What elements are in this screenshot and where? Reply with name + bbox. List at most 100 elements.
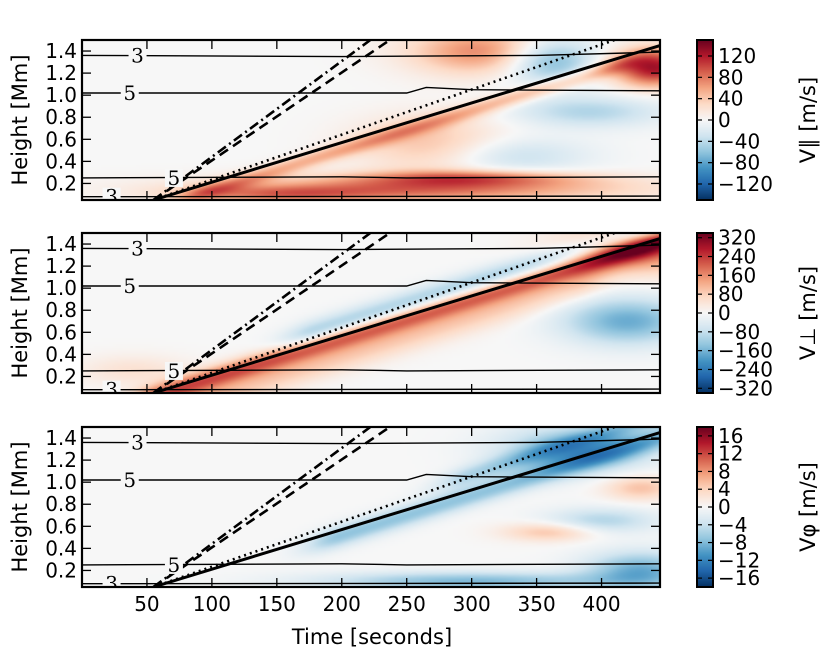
y-tick-label: 0.8 xyxy=(45,298,77,322)
contour-label: 3 xyxy=(105,185,118,209)
colorbar-tick-label: −16 xyxy=(718,566,760,590)
x-tick-label: 400 xyxy=(582,592,620,616)
dashdot-line xyxy=(152,427,372,587)
colorbar-tick-label: −12 xyxy=(718,548,760,572)
contour-label-bg xyxy=(128,46,147,65)
dashdot-line xyxy=(152,233,372,393)
colorbar-tick-label: 120 xyxy=(718,44,756,68)
colorbar-tick-label: 0 xyxy=(718,301,731,325)
colorbar-tick-label: −80 xyxy=(718,320,760,344)
colorbar-tick-label: 12 xyxy=(718,442,743,466)
colorbar-tick-label: −4 xyxy=(718,513,747,537)
colorbar-tick-label: −240 xyxy=(718,357,773,381)
y-tick-label: 0.4 xyxy=(45,149,77,173)
panel-frame xyxy=(80,38,662,202)
colorbar-tick-label: 80 xyxy=(718,65,743,89)
colorbar-tick-label: 320 xyxy=(718,226,756,250)
y-axis-title: Height [Mm] xyxy=(8,247,32,378)
contour-label: 3 xyxy=(131,430,144,454)
contour-label-bg xyxy=(102,574,121,587)
dashdot-line xyxy=(152,40,372,200)
contour-line xyxy=(82,388,660,391)
contour-label: 3 xyxy=(131,236,144,260)
contour-label-bg xyxy=(128,239,147,258)
contour-line xyxy=(82,369,660,372)
panel-2: 3 5 5 3 0.20.40.60.81.01.21.4 Height [Mm] xyxy=(8,231,662,402)
y-tick-label: 1.4 xyxy=(45,39,77,63)
y-tick-label: 0.2 xyxy=(45,558,77,582)
y-tick-label: 0.6 xyxy=(45,514,77,538)
panel-frame xyxy=(80,425,662,589)
colorbar-tick-label: −40 xyxy=(718,129,760,153)
contour-label: 5 xyxy=(168,359,181,383)
y-tick-label: 0.8 xyxy=(45,105,77,129)
contour-line xyxy=(82,563,660,566)
contour-line xyxy=(82,176,660,179)
contour-label: 3 xyxy=(105,572,118,596)
y-tick-label: 1.4 xyxy=(45,232,77,256)
colorbar-tick-label: −80 xyxy=(718,151,760,175)
contour-label-bg xyxy=(102,380,121,393)
x-tick-label: 200 xyxy=(323,592,361,616)
y-tick-label: 1.0 xyxy=(45,276,77,300)
contour-label: 5 xyxy=(123,81,136,105)
contour-label-bg xyxy=(120,470,139,489)
contour-line xyxy=(82,244,660,251)
colorbar-gradient xyxy=(697,427,713,587)
colorbar-label: V⊥ [m/s] xyxy=(796,266,820,360)
panel-frame xyxy=(80,231,662,395)
y-tick-label: 0.4 xyxy=(45,536,77,560)
y-tick-label: 1.2 xyxy=(45,448,77,472)
colorbar-gradient xyxy=(697,40,713,200)
y-axis-title: Height [Mm] xyxy=(8,54,32,185)
y-tick-label: 1.0 xyxy=(45,470,77,494)
panel-3: 3 5 5 3 0.20.40.60.81.01.21.4 Height [Mm] xyxy=(8,425,662,596)
contour-label-bg xyxy=(120,276,139,295)
fast-mode-front xyxy=(153,237,660,393)
x-tick-label: 250 xyxy=(388,592,426,616)
y-tick-label: 0.2 xyxy=(45,364,77,388)
contour-label: 5 xyxy=(168,166,181,190)
x-tick-label: 350 xyxy=(518,592,556,616)
contour-label: 3 xyxy=(131,43,144,67)
y-tick-label: 0.4 xyxy=(45,342,77,366)
x-axis-title: Time [seconds] xyxy=(291,625,452,649)
contour-label: 5 xyxy=(123,468,136,492)
colorbar-tick-label: 4 xyxy=(718,477,731,501)
contour-label: 3 xyxy=(105,378,118,402)
contour-line xyxy=(82,582,660,585)
colorbar-tick-label: −320 xyxy=(718,376,773,400)
colorbar-tick-label: −160 xyxy=(718,339,773,363)
colorbar-tick-label: 0 xyxy=(718,495,731,519)
y-tick-label: 0.2 xyxy=(45,171,77,195)
colorbar-tick-label: 40 xyxy=(718,87,743,111)
colorbar-gradient xyxy=(697,233,713,393)
contour-label-bg xyxy=(164,168,183,187)
fast-mode-front xyxy=(153,431,660,587)
y-tick-label: 1.2 xyxy=(45,254,77,278)
colorbar-tick-label: 0 xyxy=(718,108,731,132)
colorbar-tick-label: 80 xyxy=(718,282,743,306)
x-tick-label: 300 xyxy=(453,592,491,616)
y-tick-label: 0.8 xyxy=(45,492,77,516)
colorbar-label: Vφ [m/s] xyxy=(796,462,820,552)
contour-label-bg xyxy=(128,433,147,452)
colorbar-tick-label: 240 xyxy=(718,245,756,269)
y-tick-label: 0.6 xyxy=(45,127,77,151)
fast-mode-front xyxy=(153,44,660,200)
colorbar-tick-label: 8 xyxy=(718,459,731,483)
contour-label: 5 xyxy=(123,274,136,298)
contour-line xyxy=(82,438,660,445)
contour-line xyxy=(82,51,660,58)
colorbar-tick-label: −8 xyxy=(718,531,747,555)
contour-label-bg xyxy=(164,555,183,574)
contour-label-bg xyxy=(102,187,121,200)
contour-label: 5 xyxy=(168,553,181,577)
y-tick-label: 1.0 xyxy=(45,83,77,107)
